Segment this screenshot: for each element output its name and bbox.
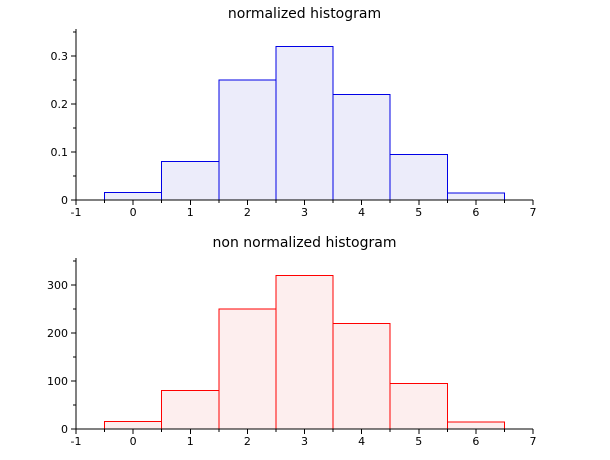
y-tick-label: 0.3 [51,50,69,63]
chart-title-normalized-histogram: normalized histogram [227,6,382,22]
y-tick-label: 100 [47,375,68,388]
x-tick-label: 6 [472,206,479,219]
histogram-bar [389,382,448,430]
y-tick-label: 0 [61,194,68,207]
x-tick-label: 4 [358,435,365,448]
chart-title-non-normalized-histogram: non normalized histogram [212,235,397,251]
x-tick-label: 0 [130,206,137,219]
x-tick-label: 5 [415,206,422,219]
x-tick-label: 3 [301,435,308,448]
x-tick-label: 6 [472,435,479,448]
y-tick-label: 0.1 [51,146,69,159]
x-tick-label: -1 [71,206,82,219]
histogram-bar [446,421,505,430]
x-tick-label: 7 [530,435,537,448]
histogram-bar [218,308,277,430]
x-tick-label: 7 [530,206,537,219]
histogram-bar [332,322,391,430]
x-tick-label: 5 [415,435,422,448]
histogram-bar [161,161,220,201]
y-tick-label: 200 [47,327,68,340]
y-tick-label: 300 [47,279,68,292]
histogram-bar [332,93,391,201]
x-tick-label: 1 [187,206,194,219]
histogram-bar [389,153,448,201]
histogram-bar [275,274,334,430]
histogram-bar [446,192,505,201]
histogram-bar [218,79,277,201]
y-tick-label: 0.2 [51,98,69,111]
x-tick-label: 2 [244,435,251,448]
x-tick-label: 4 [358,206,365,219]
x-tick-label: 0 [130,435,137,448]
x-tick-label: 3 [301,206,308,219]
x-tick-label: 1 [187,435,194,448]
histogram-bar [104,191,163,201]
histogram-bar [104,420,163,430]
histogram-bar [161,390,220,430]
histogram-bar [275,45,334,201]
x-tick-label: 2 [244,206,251,219]
y-tick-label: 0 [61,423,68,436]
x-tick-label: -1 [71,435,82,448]
